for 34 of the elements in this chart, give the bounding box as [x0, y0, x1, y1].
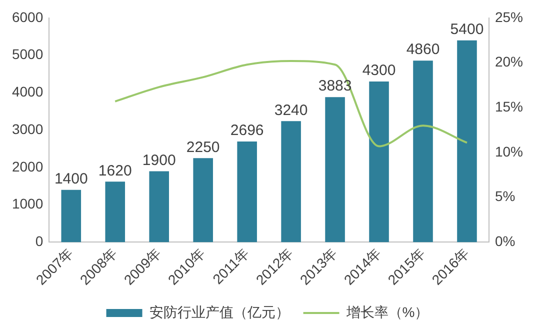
y2-tick-label: 20% [494, 54, 524, 70]
data-label: 4300 [362, 62, 396, 80]
bar [149, 171, 169, 242]
y2-tick-label: 0% [494, 233, 516, 250]
bar [281, 121, 301, 242]
bar [61, 190, 82, 242]
legend-label: 增长率（%） [345, 304, 429, 320]
y-tick-label: 6000 [12, 8, 44, 25]
y-tick-label: 3000 [12, 120, 44, 137]
bar [369, 82, 389, 242]
y2-tick-label: 5% [494, 188, 516, 204]
bar [413, 60, 433, 242]
y-tick-label: 1000 [12, 196, 44, 212]
y-tick-label: 4000 [12, 84, 44, 100]
data-label: 3240 [274, 102, 308, 119]
bar [105, 182, 126, 242]
bar [325, 97, 345, 242]
y-tick-label: 2000 [12, 158, 44, 174]
data-label: 1620 [98, 162, 132, 180]
y-tick-label: 0 [35, 233, 44, 250]
data-label: 5400 [450, 21, 484, 38]
data-label: 1400 [54, 170, 88, 188]
data-label: 2250 [186, 138, 220, 156]
bar [457, 40, 477, 242]
y2-tick-label: 25% [494, 8, 524, 25]
y-tick-label: 5000 [12, 46, 44, 62]
bar [193, 158, 213, 242]
y2-tick-label: 10% [494, 143, 524, 160]
bar [237, 141, 257, 242]
data-label: 4860 [406, 41, 440, 58]
data-label: 2696 [230, 122, 264, 140]
legend-label: 安防行业产值（亿元） [149, 304, 290, 320]
y2-tick-label: 15% [494, 98, 524, 115]
data-label: 1900 [142, 152, 176, 169]
